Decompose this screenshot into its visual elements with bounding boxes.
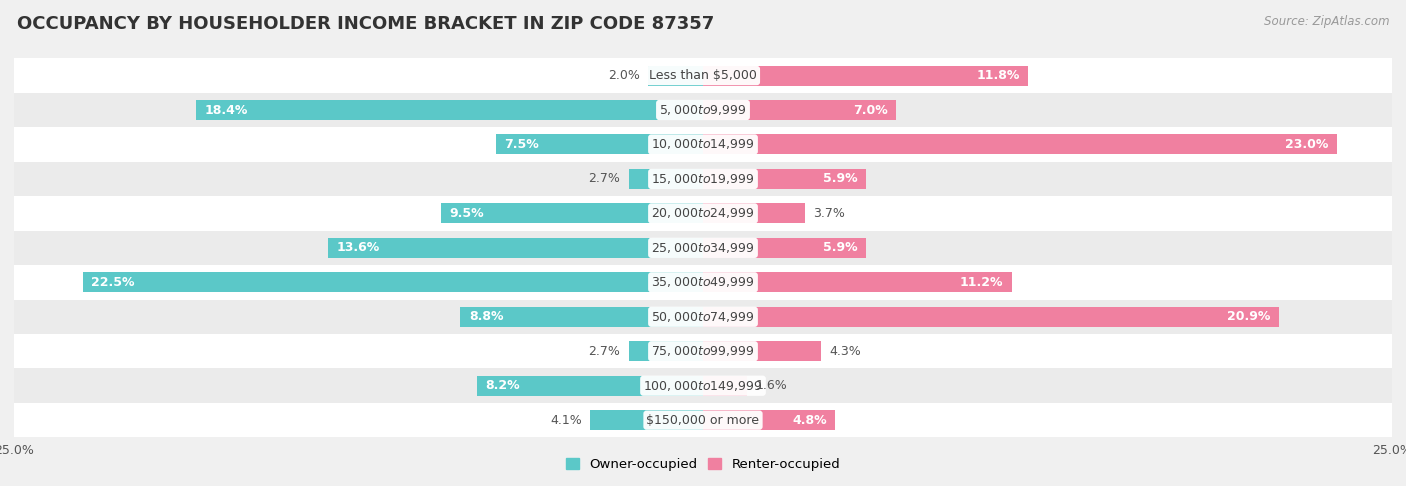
Text: $75,000 to $99,999: $75,000 to $99,999	[651, 344, 755, 358]
Text: $150,000 or more: $150,000 or more	[647, 414, 759, 427]
Text: $15,000 to $19,999: $15,000 to $19,999	[651, 172, 755, 186]
Bar	[14, 265, 1392, 299]
Bar	[496, 135, 703, 155]
Text: 7.5%: 7.5%	[505, 138, 540, 151]
Text: 1.6%: 1.6%	[755, 379, 787, 392]
Text: $50,000 to $74,999: $50,000 to $74,999	[651, 310, 755, 324]
Text: 5.9%: 5.9%	[823, 173, 858, 186]
Bar	[628, 169, 703, 189]
Bar	[703, 204, 806, 224]
Bar	[14, 196, 1392, 231]
Bar	[14, 58, 1392, 93]
Text: OCCUPANCY BY HOUSEHOLDER INCOME BRACKET IN ZIP CODE 87357: OCCUPANCY BY HOUSEHOLDER INCOME BRACKET …	[17, 15, 714, 33]
Bar	[703, 135, 1337, 155]
Text: $20,000 to $24,999: $20,000 to $24,999	[651, 207, 755, 220]
Bar	[14, 127, 1392, 162]
Bar	[628, 341, 703, 361]
Bar	[703, 272, 1012, 292]
Text: 2.7%: 2.7%	[589, 345, 620, 358]
Text: 4.1%: 4.1%	[550, 414, 582, 427]
Text: Less than $5,000: Less than $5,000	[650, 69, 756, 82]
Bar	[703, 307, 1279, 327]
Bar	[14, 368, 1392, 403]
Bar	[14, 403, 1392, 437]
Bar	[14, 334, 1392, 368]
Bar	[83, 272, 703, 292]
Bar	[703, 410, 835, 430]
Text: $35,000 to $49,999: $35,000 to $49,999	[651, 276, 755, 289]
Text: Source: ZipAtlas.com: Source: ZipAtlas.com	[1264, 15, 1389, 28]
Bar	[703, 100, 896, 120]
Text: 22.5%: 22.5%	[91, 276, 135, 289]
Text: 2.0%: 2.0%	[607, 69, 640, 82]
Bar	[14, 231, 1392, 265]
Text: 8.8%: 8.8%	[468, 310, 503, 323]
Bar	[14, 162, 1392, 196]
Bar	[591, 410, 703, 430]
Text: 9.5%: 9.5%	[450, 207, 484, 220]
Text: 13.6%: 13.6%	[336, 242, 380, 254]
Bar	[14, 299, 1392, 334]
Bar	[703, 376, 747, 396]
Bar	[648, 66, 703, 86]
Bar	[328, 238, 703, 258]
Text: 7.0%: 7.0%	[853, 104, 887, 117]
Bar	[477, 376, 703, 396]
Bar	[703, 169, 866, 189]
Bar	[703, 238, 866, 258]
Text: $100,000 to $149,999: $100,000 to $149,999	[644, 379, 762, 393]
Text: 5.9%: 5.9%	[823, 242, 858, 254]
Text: 4.3%: 4.3%	[830, 345, 862, 358]
Text: 4.8%: 4.8%	[793, 414, 827, 427]
Text: 8.2%: 8.2%	[485, 379, 520, 392]
Bar	[441, 204, 703, 224]
Text: 23.0%: 23.0%	[1285, 138, 1329, 151]
Bar	[703, 341, 821, 361]
Legend: Owner-occupied, Renter-occupied: Owner-occupied, Renter-occupied	[560, 453, 846, 476]
Bar	[461, 307, 703, 327]
Bar	[195, 100, 703, 120]
Text: 20.9%: 20.9%	[1227, 310, 1271, 323]
Text: $25,000 to $34,999: $25,000 to $34,999	[651, 241, 755, 255]
Text: $10,000 to $14,999: $10,000 to $14,999	[651, 138, 755, 152]
Text: 11.8%: 11.8%	[977, 69, 1019, 82]
Text: 11.2%: 11.2%	[960, 276, 1004, 289]
Text: 18.4%: 18.4%	[204, 104, 247, 117]
Bar	[14, 93, 1392, 127]
Bar	[703, 66, 1028, 86]
Text: 3.7%: 3.7%	[813, 207, 845, 220]
Text: 2.7%: 2.7%	[589, 173, 620, 186]
Text: $5,000 to $9,999: $5,000 to $9,999	[659, 103, 747, 117]
